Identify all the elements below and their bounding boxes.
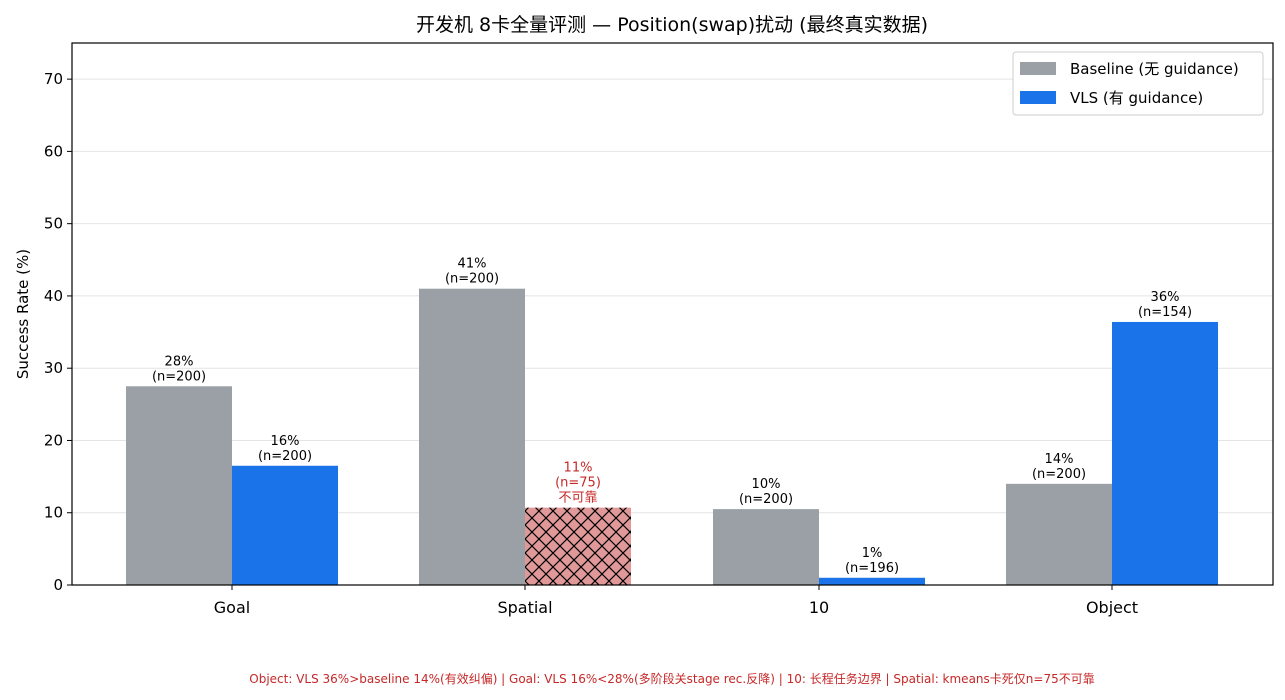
x-tick-label: Object [1086, 598, 1138, 617]
bar-value-label: 14% [1045, 452, 1074, 467]
bar-vls [1112, 321, 1218, 585]
bar-baseline [713, 509, 819, 585]
bar-baseline [126, 386, 232, 585]
y-tick-label: 30 [44, 359, 63, 377]
bars [126, 288, 1218, 585]
bar-value-label: 不可靠 [558, 491, 597, 506]
bar-value-label: 36% [1151, 290, 1180, 305]
bar-value-label: 11% [564, 461, 593, 476]
bar-vls [819, 577, 925, 585]
chart-title: 开发机 8卡全量评测 — Position(swap)扰动 (最终真实数据) [416, 14, 928, 36]
bar-value-label: 41% [458, 257, 487, 272]
x-tick-label: Spatial [497, 598, 552, 617]
x-tick-label: Goal [214, 598, 250, 617]
bar-value-labels: 28%(n=200)16%(n=200)41%(n=200)11%(n=75)不… [152, 257, 1192, 576]
legend-label-baseline: Baseline (无 guidance) [1070, 60, 1239, 78]
bar-value-label: (n=200) [739, 492, 793, 507]
bar-value-label: 1% [862, 546, 883, 561]
bar-hatch-unreliable [525, 507, 631, 585]
y-tick-label: 40 [44, 287, 63, 305]
bar-value-label: (n=154) [1138, 305, 1192, 320]
x-axis-ticks: Goal Spatial 10 Object [214, 585, 1138, 617]
legend: Baseline (无 guidance) VLS (有 guidance) [1012, 51, 1264, 116]
bar-value-label: (n=200) [445, 272, 499, 287]
footnote: Object: VLS 36%>baseline 14%(有效纠偏) | Goa… [249, 671, 1094, 686]
plot-frame [71, 42, 1274, 586]
bar-value-label: (n=200) [152, 369, 206, 384]
legend-swatch-baseline [1020, 62, 1056, 75]
gridlines [72, 78, 1273, 514]
y-tick-label: 70 [44, 70, 63, 88]
y-tick-label: 0 [53, 576, 63, 594]
legend-box [1012, 51, 1264, 116]
legend-swatch-vls [1020, 91, 1056, 104]
y-tick-label: 60 [44, 142, 63, 160]
y-axis-label: Success Rate (%) [14, 249, 32, 379]
y-tick-label: 10 [44, 504, 63, 522]
bar-value-label: (n=196) [845, 561, 899, 576]
bar-value-label: 10% [752, 477, 781, 492]
y-tick-label: 50 [44, 215, 63, 233]
bar-value-label: (n=200) [258, 449, 312, 464]
bar-baseline [1006, 483, 1112, 585]
bar-value-label: (n=75) [555, 476, 601, 491]
bar-value-label: 16% [271, 434, 300, 449]
y-tick-label: 20 [44, 431, 63, 449]
bar-baseline [419, 288, 525, 585]
y-axis-ticks: 0 10 20 30 40 50 60 70 [44, 70, 72, 594]
bar-vls [232, 465, 338, 585]
x-tick-label: 10 [809, 598, 829, 617]
bar-value-label: (n=200) [1032, 467, 1086, 482]
legend-label-vls: VLS (有 guidance) [1070, 89, 1203, 107]
bar-value-label: 28% [165, 354, 194, 369]
